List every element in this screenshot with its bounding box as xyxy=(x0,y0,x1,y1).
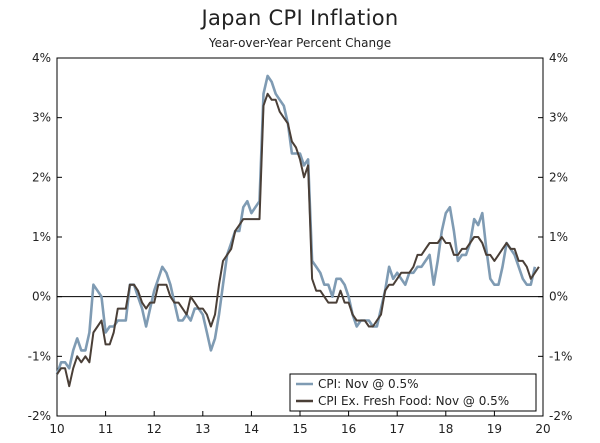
x-tick-label: 14 xyxy=(244,422,259,436)
x-tick-label: 10 xyxy=(49,422,64,436)
legend-entry-cpi: CPI: Nov @ 0.5% xyxy=(318,377,419,391)
chart-subtitle: Year-over-Year Percent Change xyxy=(208,36,392,50)
y-tick-label-left: 0% xyxy=(32,290,51,304)
y-tick-label-left: 2% xyxy=(32,170,51,184)
axis-ticks xyxy=(56,57,544,417)
y-tick-label-right: 0% xyxy=(549,290,568,304)
series-line-core-cpi xyxy=(56,92,540,388)
x-tick-label: 20 xyxy=(535,422,550,436)
y-tick-label-right: -2% xyxy=(549,409,572,423)
y-tick-label-right: 4% xyxy=(549,51,568,65)
x-tick-label: 11 xyxy=(98,422,113,436)
legend-entry-core-cpi: CPI Ex. Fresh Food: Nov @ 0.5% xyxy=(318,394,509,408)
y-tick-label-right: 3% xyxy=(549,111,568,125)
legend-box xyxy=(289,373,537,412)
y-tick-label-left: -1% xyxy=(28,349,51,363)
x-tick-label: 12 xyxy=(147,422,162,436)
x-tick-label: 17 xyxy=(390,422,405,436)
series-lines xyxy=(55,74,540,388)
series-line-cpi xyxy=(55,74,537,375)
y-tick-label-left: 3% xyxy=(32,111,51,125)
legend: CPI: Nov @ 0.5% CPI Ex. Fresh Food: Nov … xyxy=(289,373,537,412)
x-tick-label: 15 xyxy=(292,422,307,436)
y-tick-label-right: -1% xyxy=(549,349,572,363)
y-tick-label-left: 1% xyxy=(32,230,51,244)
chart-title: Japan CPI Inflation xyxy=(201,6,399,30)
y-tick-label-left: -2% xyxy=(28,409,51,423)
x-tick-label: 19 xyxy=(487,422,502,436)
x-tick-label: 13 xyxy=(195,422,210,436)
x-tick-label: 18 xyxy=(438,422,453,436)
y-tick-label-left: 4% xyxy=(32,51,51,65)
y-tick-label-right: 2% xyxy=(549,170,568,184)
y-tick-label-right: 1% xyxy=(549,230,568,244)
x-tick-label: 16 xyxy=(341,422,356,436)
tick-labels: 4% 4%3% 3%2% 2%1% 1%0% 0%-1% -1%-2% -2%10 11 12 13… xyxy=(28,51,573,436)
